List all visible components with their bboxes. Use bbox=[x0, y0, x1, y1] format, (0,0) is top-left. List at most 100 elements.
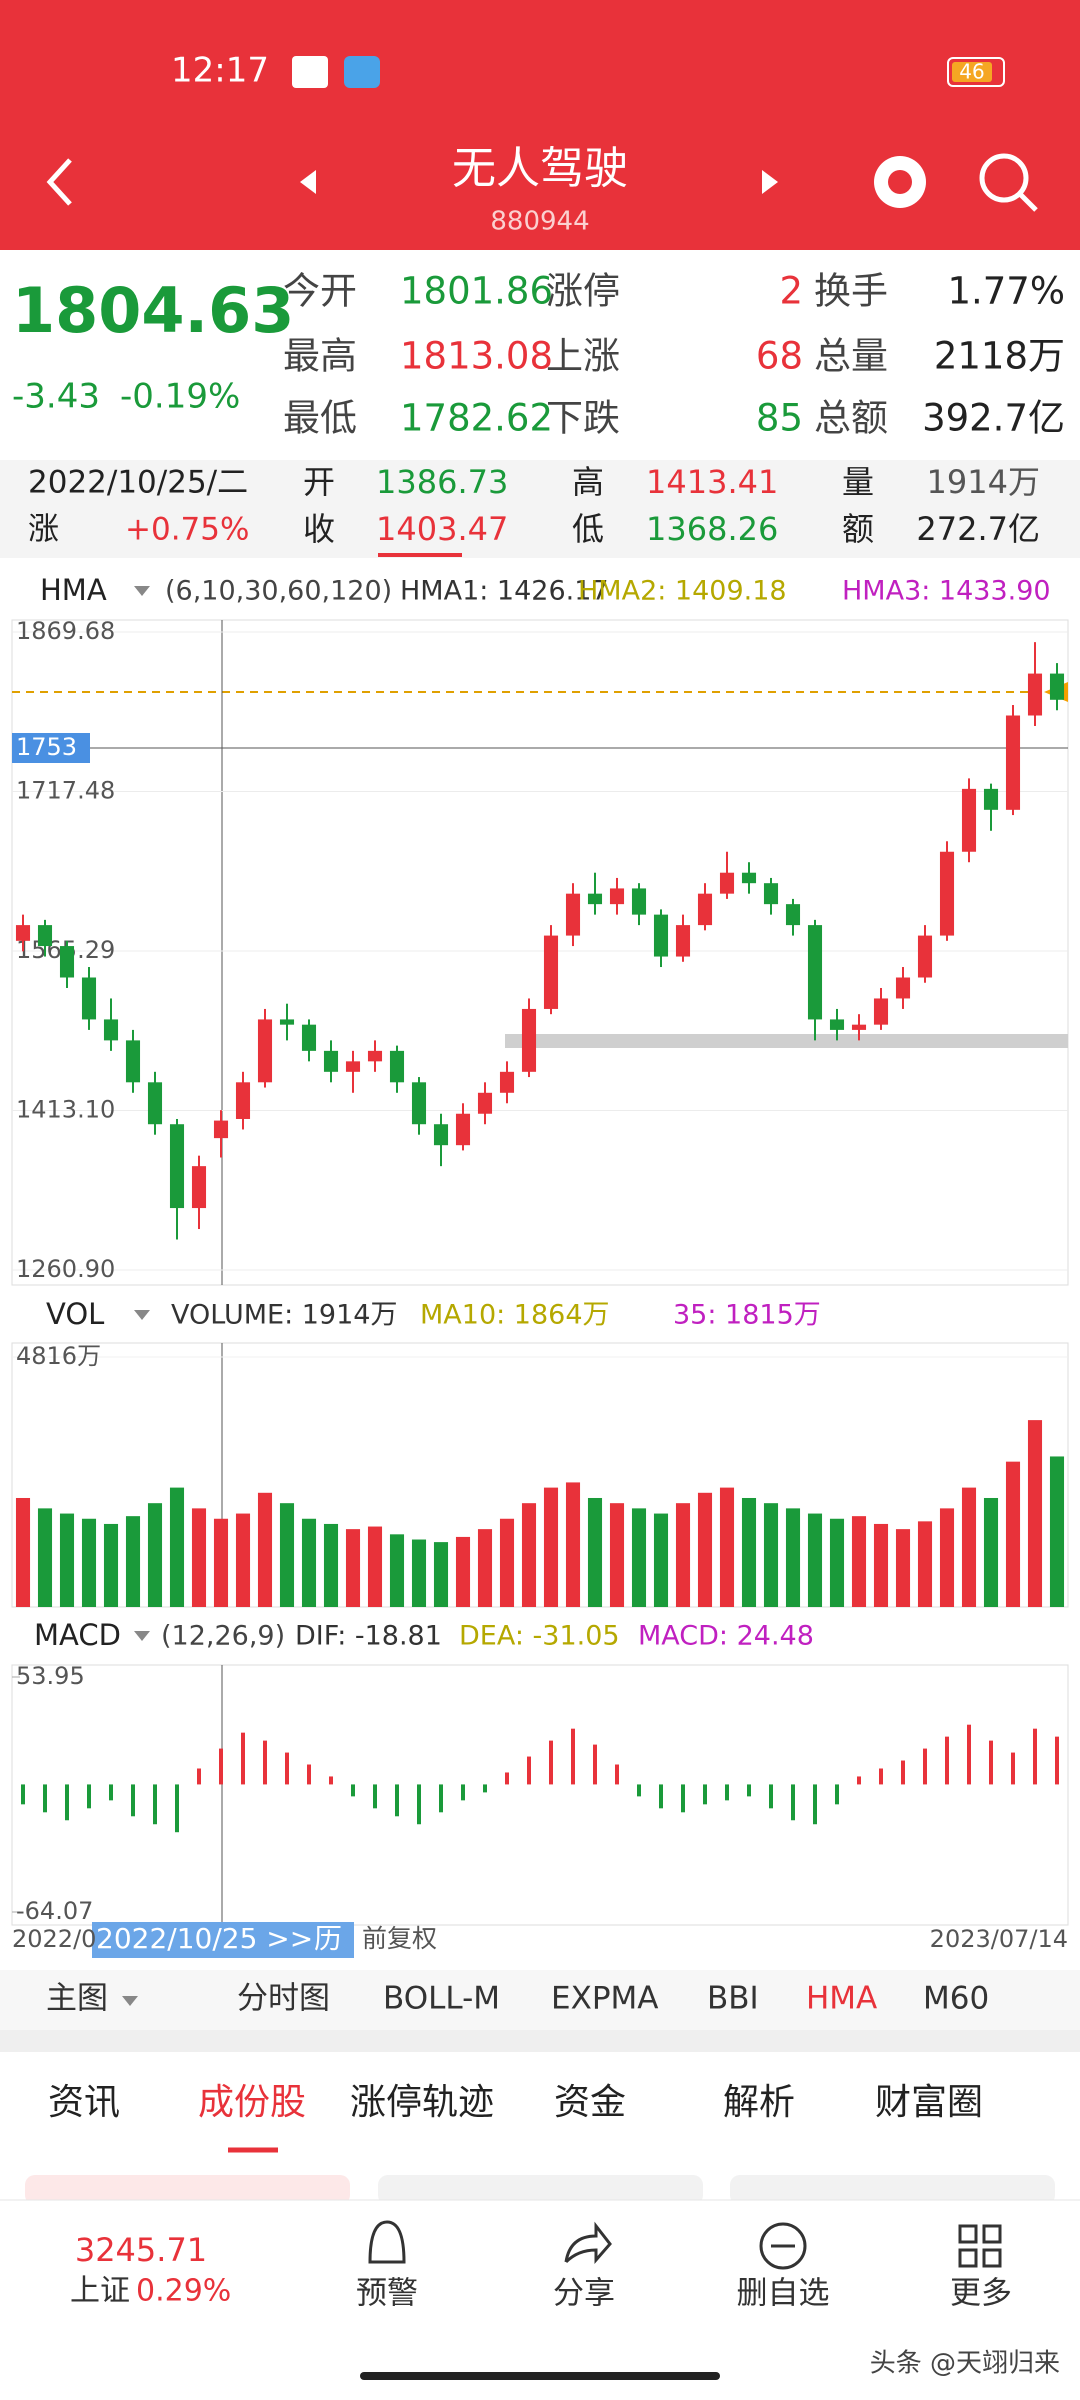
macd-bar bbox=[571, 1728, 575, 1785]
header-bg bbox=[0, 0, 1080, 250]
macd-bar bbox=[637, 1784, 641, 1797]
info-tab[interactable]: 成份股 bbox=[198, 2082, 306, 2123]
remove-icon[interactable] bbox=[759, 2222, 807, 2270]
volume-bar bbox=[917, 1521, 933, 1607]
volume-bar bbox=[147, 1503, 163, 1607]
volume-bar bbox=[213, 1518, 229, 1607]
y-tick-label: 4816万 bbox=[16, 1342, 101, 1370]
candle-body bbox=[499, 1071, 515, 1093]
field-value: 2 bbox=[779, 270, 803, 313]
candle-body bbox=[961, 788, 977, 852]
macd-bar bbox=[703, 1784, 707, 1805]
cursor-date: 2022/10/25 >> bbox=[96, 1922, 313, 1955]
more-icon[interactable] bbox=[958, 2224, 1002, 2268]
candle-body bbox=[323, 1050, 339, 1072]
assistant-eye bbox=[888, 170, 912, 194]
change-pct: -0.19% bbox=[120, 377, 240, 417]
field-value: 1813.08 bbox=[400, 335, 553, 378]
macd-bar bbox=[1033, 1728, 1037, 1785]
volume-bar bbox=[631, 1508, 647, 1607]
info-tab[interactable]: 解析 bbox=[723, 2082, 795, 2123]
macd-bar bbox=[131, 1784, 135, 1817]
candle-body bbox=[587, 893, 603, 905]
separator bbox=[0, 2030, 1080, 2052]
candle-body bbox=[697, 893, 713, 926]
volume-bar bbox=[983, 1497, 999, 1607]
alert-icon[interactable] bbox=[368, 2220, 406, 2264]
chart-tab[interactable]: 主图 bbox=[46, 1981, 108, 2017]
bar-item-value: 1368.26 bbox=[646, 510, 778, 548]
dropdown bbox=[122, 1996, 138, 2006]
back-button[interactable] bbox=[46, 158, 72, 206]
legend-item: 35: 1815万 bbox=[673, 1300, 821, 1331]
next-button[interactable] bbox=[762, 170, 778, 194]
dropdown bbox=[134, 1310, 150, 1320]
candle-body bbox=[895, 977, 911, 999]
volume-label: VOL bbox=[46, 1297, 104, 1331]
legend-item: DIF: -18.81 bbox=[295, 1621, 442, 1652]
volume-bar bbox=[565, 1482, 581, 1607]
nav-item[interactable]: 更多 bbox=[950, 2276, 1012, 2312]
chart-tab[interactable]: BBI bbox=[707, 1981, 759, 2017]
candle-body bbox=[301, 1024, 317, 1051]
chart-tab[interactable]: HMA bbox=[806, 1981, 877, 2017]
macd-bar bbox=[879, 1768, 883, 1785]
search-button[interactable] bbox=[979, 153, 1029, 203]
candle-body bbox=[851, 1024, 867, 1030]
search-handle bbox=[1018, 192, 1038, 212]
info-tab[interactable]: 资金 bbox=[554, 2082, 626, 2123]
volume-bar bbox=[455, 1536, 471, 1607]
volume-bar bbox=[741, 1497, 757, 1607]
legend-item: HMA1: 1426.17 bbox=[400, 576, 609, 607]
chart-tab[interactable]: BOLL-M bbox=[383, 1981, 500, 2017]
cursor-date-bg bbox=[92, 1922, 354, 1958]
volume-bar bbox=[939, 1508, 955, 1607]
nav-item[interactable]: 删自选 bbox=[737, 2276, 830, 2312]
indicator-params: (6,10,30,60,120) bbox=[165, 576, 392, 607]
volume-bar bbox=[1049, 1456, 1065, 1607]
battery-icon bbox=[947, 57, 1005, 87]
volume-bar bbox=[609, 1503, 625, 1607]
candle-body bbox=[719, 872, 735, 894]
volume-bar bbox=[829, 1518, 845, 1607]
macd-label: MACD bbox=[34, 1618, 121, 1652]
prev-button[interactable] bbox=[300, 170, 316, 194]
field-value: 85 bbox=[756, 397, 803, 440]
macd-bar bbox=[791, 1784, 795, 1821]
macd-bar bbox=[901, 1760, 905, 1785]
macd-bar bbox=[109, 1784, 113, 1801]
candle-body bbox=[741, 872, 757, 884]
stock-code: 880944 bbox=[490, 207, 589, 237]
nav-item[interactable]: 分享 bbox=[553, 2276, 615, 2312]
macd-frame bbox=[11, 1664, 1069, 1926]
y-tick-label: 1413.10 bbox=[16, 1095, 115, 1123]
chart-tab[interactable]: 分时图 bbox=[237, 1981, 330, 2017]
macd-bar bbox=[1011, 1752, 1015, 1785]
field-label: 今开 bbox=[283, 270, 357, 313]
info-tab[interactable]: 资讯 bbox=[48, 2082, 120, 2123]
macd-bar bbox=[681, 1784, 685, 1813]
volume-bar bbox=[675, 1503, 691, 1607]
crosshair-label: 1753 bbox=[16, 733, 77, 761]
macd-bar bbox=[439, 1784, 443, 1813]
y-tick-label: 1717.48 bbox=[16, 777, 115, 805]
macd-bar bbox=[285, 1752, 289, 1785]
volume-bar bbox=[191, 1508, 207, 1607]
volume-bar bbox=[807, 1513, 823, 1607]
macd-bar bbox=[527, 1756, 531, 1785]
chart-tab[interactable]: EXPMA bbox=[551, 1981, 658, 2017]
volume-bar bbox=[257, 1492, 273, 1607]
bar-date: 2022/10/25/二 bbox=[28, 465, 248, 501]
volume-bar bbox=[367, 1526, 383, 1607]
macd-params: (12,26,9) bbox=[161, 1621, 285, 1652]
volume-bar bbox=[37, 1508, 53, 1607]
info-tab[interactable]: 涨停轨迹 bbox=[350, 2082, 494, 2123]
nav-item[interactable]: 预警 bbox=[356, 2276, 418, 2312]
chart-tab[interactable]: M60 bbox=[923, 1981, 989, 2017]
share-icon[interactable] bbox=[564, 2221, 612, 2264]
info-tab[interactable]: 财富圈 bbox=[875, 2082, 983, 2123]
volume-bar bbox=[895, 1529, 911, 1607]
bar-item-value: 1386.73 bbox=[376, 463, 508, 501]
candle-body bbox=[15, 925, 31, 941]
